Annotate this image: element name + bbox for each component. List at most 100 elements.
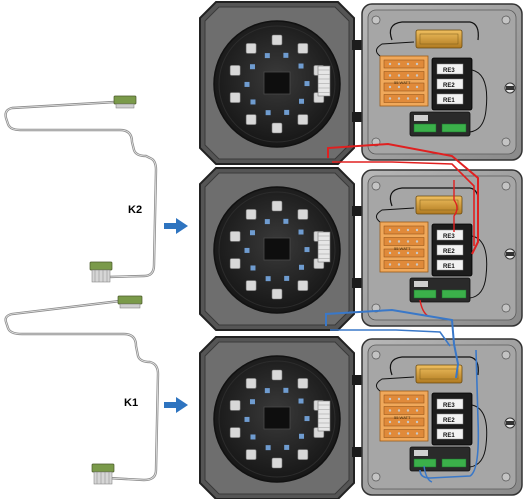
cable-k1 <box>4 295 160 485</box>
blue-component <box>298 63 304 69</box>
hinge <box>352 40 362 50</box>
blue-component <box>244 247 250 253</box>
blue-component <box>249 230 255 236</box>
blue-wire <box>330 329 451 347</box>
terminal-block <box>413 123 437 133</box>
mount-boss <box>501 137 511 147</box>
sensor-module <box>271 200 283 212</box>
blue-component <box>304 81 310 87</box>
blue-component <box>299 433 305 439</box>
sensor-module <box>297 209 309 220</box>
mount-boss <box>371 472 381 482</box>
blue-component <box>298 398 304 404</box>
sensor-module <box>245 114 257 125</box>
sensor-module <box>229 427 241 438</box>
mount-boss <box>501 15 511 25</box>
blue-wire <box>419 349 480 479</box>
relay-label: RE1 <box>443 98 455 104</box>
relay-label: RE3 <box>443 68 455 74</box>
blue-component <box>250 434 256 440</box>
sensor-module <box>229 92 241 103</box>
central-ic <box>263 406 291 430</box>
hinge <box>352 447 362 457</box>
blue-component <box>249 64 255 70</box>
sensor-module <box>297 378 309 389</box>
hinge <box>352 206 362 216</box>
resistor-rating: 55 WATT <box>394 415 411 420</box>
red-wire <box>332 161 475 246</box>
sensor-module <box>229 258 241 269</box>
relay-label: RE3 <box>443 234 455 240</box>
relay-bank: 55 WATT <box>379 55 429 107</box>
central-ic <box>263 237 291 261</box>
sensor-module <box>229 231 241 242</box>
blue-component <box>244 81 250 87</box>
relay-label: RE2 <box>443 83 455 89</box>
sensor-module <box>245 43 257 54</box>
resistor-rating: 55 WATT <box>394 246 411 251</box>
blue-component <box>283 52 289 58</box>
blue-component <box>264 388 270 394</box>
sensor-module <box>271 288 283 300</box>
hinge <box>352 112 362 122</box>
central-ic <box>263 71 291 95</box>
pcb-header <box>317 400 331 432</box>
blue-wire <box>325 308 460 379</box>
relay-label: RE2 <box>443 249 455 255</box>
sensor-module <box>245 449 257 460</box>
blue-component <box>265 110 271 116</box>
blue-component <box>304 416 310 422</box>
terminal-block <box>413 289 437 299</box>
terminal-block <box>413 458 437 468</box>
blue-component <box>283 218 289 224</box>
sensor-module <box>229 400 241 411</box>
blue-component <box>298 229 304 235</box>
blue-component <box>249 399 255 405</box>
arrow-right-icon <box>164 397 188 413</box>
sensor-module <box>271 34 283 46</box>
mount-boss <box>371 15 381 25</box>
enclosure-unit: 55 WATT RE3 RE2 RE1 <box>199 1 523 165</box>
sensor-module <box>297 114 309 125</box>
mount-boss <box>501 303 511 313</box>
sensor-module <box>297 43 309 54</box>
blue-component <box>265 276 271 282</box>
blue-component <box>284 275 290 281</box>
blue-wire <box>423 465 433 483</box>
enclosure-unit: 55 WATT RE3 RE2 RE1 <box>199 336 523 499</box>
red-wire <box>327 142 479 255</box>
blue-component <box>264 53 270 59</box>
red-wire <box>453 180 458 232</box>
sensor-module <box>245 280 257 291</box>
power-resistor <box>415 364 463 384</box>
blue-component <box>250 265 256 271</box>
connector-icon <box>117 295 143 309</box>
sensor-module <box>297 449 309 460</box>
relay-label: RE1 <box>443 433 455 439</box>
hinge <box>352 375 362 385</box>
power-resistor <box>415 29 463 49</box>
blue-component <box>283 387 289 393</box>
blue-component <box>264 219 270 225</box>
label-k2: K2 <box>128 204 142 216</box>
blue-component <box>284 109 290 115</box>
connector-icon <box>91 463 115 485</box>
pcb-header <box>317 231 331 263</box>
terminal-block <box>441 123 467 133</box>
connector-icon <box>113 95 137 109</box>
mount-boss <box>371 350 381 360</box>
blue-component <box>244 416 250 422</box>
sensor-module <box>245 378 257 389</box>
blue-component <box>299 98 305 104</box>
enclosure-unit: 55 WATT RE3 RE2 RE1 <box>199 167 523 331</box>
mount-boss <box>501 181 511 191</box>
blue-component <box>304 247 310 253</box>
arrow-right-icon <box>164 218 188 234</box>
relay-label: RE1 <box>443 264 455 270</box>
sensor-module <box>271 369 283 381</box>
cable-k2 <box>4 95 158 283</box>
relay-bank: 55 WATT <box>379 221 429 273</box>
sensor-module <box>297 280 309 291</box>
blue-component <box>284 444 290 450</box>
